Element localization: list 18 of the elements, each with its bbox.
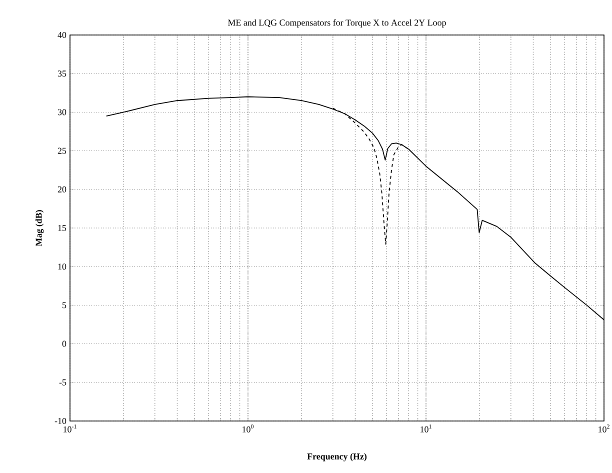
x-tick-label: 10$^{-1}$	[64, 424, 76, 432]
y-tick-label: 0	[62, 340, 66, 347]
chart-title: ME and LQG Compensators for Torque X to Accel 2Y Loop	[228, 19, 446, 28]
x-tick-label: 10$^{1}$	[420, 424, 432, 432]
x-tick-label: 10$^{2}$	[598, 424, 610, 432]
y-tick-label: 10	[58, 264, 66, 270]
x-axis-title: Frequency (Hz)	[307, 453, 367, 462]
y-tick-label: 15	[58, 224, 66, 232]
y-tick-label: 25	[58, 148, 66, 154]
y-axis-title: Mag (dB)	[36, 210, 44, 246]
x-tick-label: 10$^{0}$	[242, 424, 254, 432]
y-tick-label: -5	[59, 379, 66, 386]
y-tick-label: 5	[62, 302, 66, 308]
y-tick-label: 30	[58, 109, 66, 116]
y-tick-label: 40	[58, 32, 66, 38]
y-tick-label: 20	[58, 186, 66, 192]
y-tick-label: -10	[54, 418, 66, 424]
y-tick-label: 35	[58, 70, 66, 77]
